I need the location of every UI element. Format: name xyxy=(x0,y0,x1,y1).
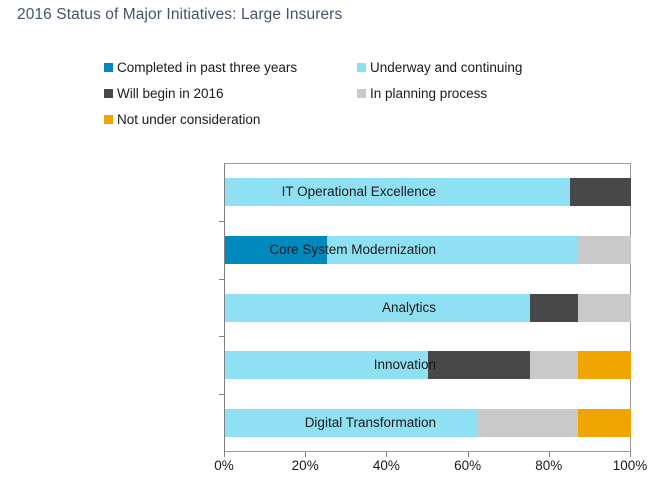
legend-label-not-under-consideration: Not under consideration xyxy=(117,112,261,127)
y-axis-tick xyxy=(219,336,224,337)
legend-row: Not under consideration xyxy=(104,112,574,138)
y-axis xyxy=(224,163,225,452)
bar-segment xyxy=(428,351,530,379)
legend-row: Completed in past three years Underway a… xyxy=(104,60,574,86)
legend-swatch-completed-icon xyxy=(104,63,113,72)
bar-segment xyxy=(570,178,631,206)
legend-item-underway[interactable]: Underway and continuing xyxy=(357,60,522,75)
bar-segment xyxy=(578,409,631,437)
bar-segment xyxy=(225,294,530,322)
x-axis-tick-label: 0% xyxy=(214,458,234,473)
y-axis-tick xyxy=(219,394,224,395)
y-axis-tick xyxy=(219,279,224,280)
legend-label-completed: Completed in past three years xyxy=(117,60,298,75)
bar-it-operational-excellence xyxy=(225,178,631,206)
x-axis-tick xyxy=(386,452,388,457)
bar-innovation xyxy=(225,351,631,379)
legend-item-completed[interactable]: Completed in past three years xyxy=(104,60,357,75)
legend-swatch-will-begin-icon xyxy=(104,89,113,98)
category-label: Analytics xyxy=(381,300,436,315)
legend-swatch-in-planning-icon xyxy=(357,89,366,98)
x-axis-tick xyxy=(305,452,307,457)
x-axis-tick xyxy=(467,452,469,457)
legend-item-not-under-consideration[interactable]: Not under consideration xyxy=(104,112,357,127)
legend-item-in-planning[interactable]: In planning process xyxy=(357,86,487,101)
x-axis-tick-label: 100% xyxy=(612,458,648,473)
bar-segment xyxy=(578,236,631,264)
bar-core-system-modernization xyxy=(225,236,631,264)
x-axis-tick xyxy=(548,452,550,457)
legend-row: Will begin in 2016 In planning process xyxy=(104,86,574,112)
y-axis-tick xyxy=(219,221,224,222)
bar-segment xyxy=(529,351,579,379)
category-label: IT Operational Excellence xyxy=(281,184,436,199)
bar-segment xyxy=(326,236,579,264)
category-label: Innovation xyxy=(373,357,436,372)
x-axis-tick-label: 20% xyxy=(291,458,319,473)
bar-segment xyxy=(578,294,631,322)
legend-label-will-begin: Will begin in 2016 xyxy=(117,86,224,101)
chart-plot-area xyxy=(219,163,631,457)
bar-segment xyxy=(476,409,579,437)
legend-swatch-underway-icon xyxy=(357,63,366,72)
x-axis-tick-label: 60% xyxy=(454,458,482,473)
bar-digital-transformation xyxy=(225,409,631,437)
category-label: Core System Modernization xyxy=(269,242,436,257)
bar-segment xyxy=(529,294,579,322)
bar-segment xyxy=(578,351,631,379)
category-label: Digital Transformation xyxy=(304,415,436,430)
legend-label-underway: Underway and continuing xyxy=(370,60,523,75)
x-axis-tick-label: 40% xyxy=(372,458,400,473)
bar-segment xyxy=(225,236,327,264)
bar-segment xyxy=(225,178,571,206)
legend-item-will-begin[interactable]: Will begin in 2016 xyxy=(104,86,357,101)
page-title: 2016 Status of Major Initiatives: Large … xyxy=(17,6,343,23)
bar-segment xyxy=(225,409,477,437)
x-axis-tick-label: 80% xyxy=(535,458,563,473)
bar-analytics xyxy=(225,294,631,322)
legend-swatch-not-under-consideration-icon xyxy=(104,115,113,124)
x-axis-tick xyxy=(630,452,631,457)
chart-legend: Completed in past three years Underway a… xyxy=(104,60,574,138)
legend-label-in-planning: In planning process xyxy=(370,86,488,101)
x-axis-tick xyxy=(224,452,225,457)
bar-segment xyxy=(225,351,428,379)
